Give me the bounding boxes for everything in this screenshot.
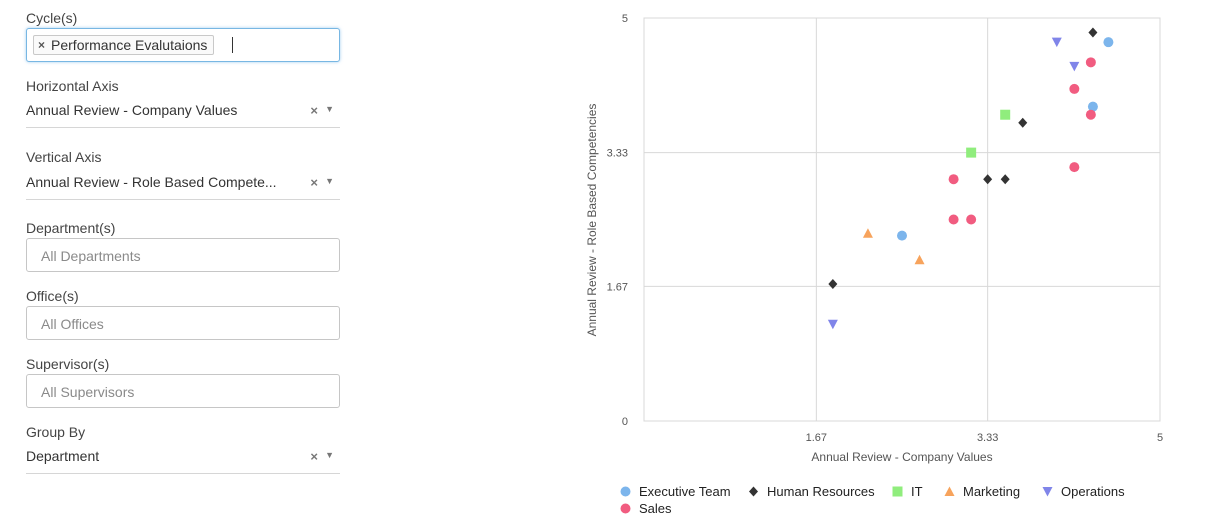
vertical-axis-label: Vertical Axis bbox=[26, 149, 102, 165]
data-point-operations[interactable] bbox=[1051, 37, 1062, 48]
clear-icon[interactable]: × bbox=[310, 103, 318, 118]
scatter-chart: 1.67 3.33 5 0 1.67 3.33 5 Annual Review - Comp… bbox=[585, 13, 1163, 464]
y-tick-label: 5 bbox=[622, 13, 628, 25]
data-point-sales[interactable] bbox=[1085, 109, 1096, 120]
vertical-axis-select[interactable]: Annual Review - Role Based Compete... × … bbox=[26, 170, 340, 200]
horizontal-axis-value: Annual Review - Company Values bbox=[26, 102, 238, 118]
data-point-human-resources[interactable] bbox=[828, 278, 838, 289]
legend-marker-icon bbox=[944, 486, 955, 496]
group-by-select[interactable]: Department × ▼ bbox=[26, 444, 340, 474]
offices-input[interactable] bbox=[39, 315, 319, 333]
legend-marker-it bbox=[892, 486, 903, 497]
legend-marker-operations bbox=[1042, 487, 1053, 497]
legend-marker-icon bbox=[749, 486, 758, 497]
data-point-sales[interactable] bbox=[1069, 83, 1080, 94]
legend-item-marketing[interactable]: Marketing bbox=[944, 484, 1020, 499]
legend-marker-executive-team bbox=[620, 486, 631, 497]
departments-field[interactable] bbox=[26, 238, 340, 272]
departments-label: Department(s) bbox=[26, 220, 116, 236]
data-point-executive-team[interactable] bbox=[897, 230, 907, 241]
legend-item-it[interactable]: IT bbox=[892, 484, 923, 499]
chevron-down-icon[interactable]: ▼ bbox=[325, 450, 334, 460]
offices-field[interactable] bbox=[26, 306, 340, 340]
legend-marker-icon bbox=[892, 486, 903, 497]
data-point-sales[interactable] bbox=[966, 214, 977, 225]
chart-grid bbox=[643, 17, 1161, 422]
y-tick-label: 1.67 bbox=[607, 281, 628, 293]
x-tick-label: 3.33 bbox=[977, 432, 998, 444]
legend-label: Executive Team bbox=[639, 484, 731, 499]
clear-icon[interactable]: × bbox=[310, 175, 318, 190]
x-tick-label: 5 bbox=[1157, 432, 1163, 444]
legend-marker-sales bbox=[620, 503, 631, 514]
y-tick-label: 0 bbox=[622, 416, 628, 428]
legend-label: Operations bbox=[1061, 484, 1125, 499]
legend-item-operations[interactable]: Operations bbox=[1042, 484, 1125, 499]
legend-marker-icon bbox=[620, 486, 631, 497]
x-axis-label: Annual Review - Company Values bbox=[811, 450, 992, 464]
group-by-label: Group By bbox=[26, 424, 86, 440]
plot-area-border bbox=[643, 17, 1161, 422]
data-point-executive-team[interactable] bbox=[1087, 101, 1098, 112]
legend-item-executive-team[interactable]: Executive Team bbox=[620, 484, 731, 499]
data-point-human-resources[interactable] bbox=[1000, 174, 1010, 185]
cycles-label: Cycle(s) bbox=[26, 10, 78, 26]
chart-ticks: 1.67 3.33 5 0 1.67 3.33 5 bbox=[607, 13, 1163, 444]
text-cursor bbox=[232, 37, 233, 53]
data-point-sales[interactable] bbox=[1085, 57, 1096, 68]
y-axis-label: Annual Review - Role Based Competencies bbox=[585, 104, 599, 337]
legend-item-human-resources[interactable]: Human Resources bbox=[748, 484, 875, 499]
data-point-operations[interactable] bbox=[1069, 61, 1080, 72]
cycle-tag: × Performance Evalutaions bbox=[33, 35, 215, 55]
legend-label: Human Resources bbox=[767, 484, 875, 499]
legend-marker-icon bbox=[620, 503, 631, 514]
legend-marker-marketing bbox=[944, 486, 955, 496]
legend-label: Marketing bbox=[963, 484, 1021, 499]
chart-points bbox=[827, 27, 1114, 330]
data-point-marketing[interactable] bbox=[914, 254, 925, 265]
horizontal-axis-label: Horizontal Axis bbox=[26, 78, 119, 94]
legend-item-sales[interactable]: Sales bbox=[620, 501, 672, 516]
data-point-human-resources[interactable] bbox=[1088, 27, 1098, 38]
departments-input[interactable] bbox=[39, 247, 319, 265]
clear-icon[interactable]: × bbox=[310, 449, 318, 464]
supervisors-label: Supervisor(s) bbox=[26, 356, 110, 372]
legend-label: IT bbox=[911, 484, 923, 499]
vertical-axis-value: Annual Review - Role Based Compete... bbox=[26, 174, 277, 190]
y-tick-label: 3.33 bbox=[607, 148, 628, 160]
group-by-value: Department bbox=[26, 448, 100, 464]
data-point-sales[interactable] bbox=[948, 214, 959, 225]
data-point-human-resources[interactable] bbox=[983, 174, 993, 185]
remove-tag-icon[interactable]: × bbox=[38, 38, 46, 52]
x-tick-label: 1.67 bbox=[806, 432, 827, 444]
offices-label: Office(s) bbox=[26, 288, 79, 304]
data-point-marketing[interactable] bbox=[862, 228, 873, 238]
data-point-operations[interactable] bbox=[827, 319, 838, 330]
cycle-tag-label: Performance Evalutaions bbox=[51, 37, 208, 53]
data-point-sales[interactable] bbox=[1069, 162, 1080, 173]
chevron-down-icon[interactable]: ▼ bbox=[325, 176, 334, 186]
horizontal-axis-select[interactable]: Annual Review - Company Values × ▼ bbox=[26, 98, 340, 128]
supervisors-field[interactable] bbox=[26, 374, 340, 408]
legend-label: Sales bbox=[639, 501, 672, 516]
cycles-tag-input[interactable]: × Performance Evalutaions bbox=[26, 28, 340, 62]
data-point-sales[interactable] bbox=[948, 174, 959, 185]
chevron-down-icon[interactable]: ▼ bbox=[325, 104, 334, 114]
data-point-it[interactable] bbox=[1000, 109, 1011, 120]
legend-marker-icon bbox=[1042, 487, 1053, 497]
legend-marker-human-resources bbox=[749, 486, 758, 497]
data-point-it[interactable] bbox=[966, 147, 977, 158]
supervisors-input[interactable] bbox=[39, 383, 319, 401]
data-point-human-resources[interactable] bbox=[1018, 117, 1028, 128]
data-point-executive-team[interactable] bbox=[1103, 37, 1114, 48]
